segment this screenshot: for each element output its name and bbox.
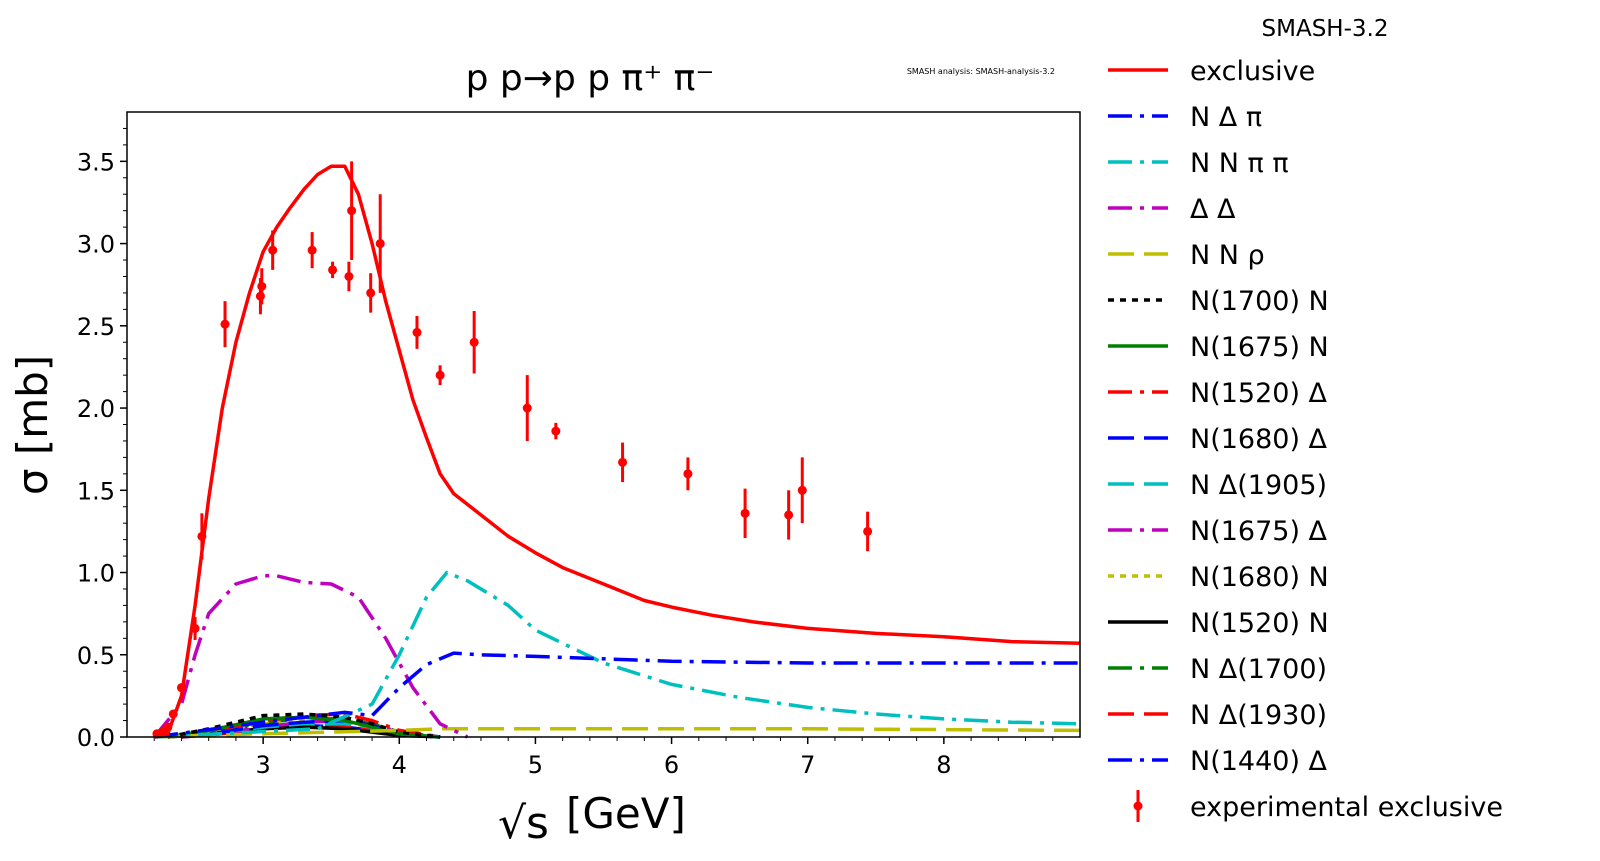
legend-label: N Δ(1930)	[1190, 700, 1327, 731]
legend-label: experimental exclusive	[1190, 792, 1503, 823]
data-point	[797, 485, 807, 495]
data-point	[220, 319, 230, 329]
data-point	[163, 722, 173, 732]
experimental-points	[152, 161, 873, 739]
series-line	[153, 651, 1080, 739]
data-point	[618, 457, 628, 467]
version-label: SMASH-3.2	[1262, 16, 1389, 42]
data-point	[784, 510, 794, 520]
data-point	[435, 370, 445, 380]
y-tick-label: 3.5	[77, 148, 115, 176]
legend-label: N(1520) N	[1190, 608, 1329, 639]
x-tick-label: 6	[664, 751, 679, 779]
data-point	[366, 288, 376, 298]
x-tick-label: 4	[392, 751, 407, 779]
series-line	[181, 718, 441, 739]
chart-title: p p→p p π⁺ π⁻	[466, 58, 715, 99]
y-tick-label: 2.5	[77, 313, 115, 341]
data-point	[307, 245, 317, 255]
x-axis-symbol: √s	[498, 798, 549, 849]
legend-label: N Δ(1905)	[1190, 470, 1327, 501]
legend-label: N N ρ	[1190, 240, 1265, 271]
data-point	[257, 281, 267, 291]
y-axis-label: σ [mb]	[8, 355, 57, 495]
legend-marker	[1133, 801, 1143, 811]
axis-ticks: 3 4 5 6 7 8 0.0 0.5 1.0 1.5 2.0 2.5 3.0 3.5	[77, 127, 1054, 779]
y-tick-label: 1.0	[77, 560, 115, 588]
legend-label: N(1680) Δ	[1190, 424, 1328, 455]
y-tick-label: 1.5	[77, 477, 115, 505]
data-point	[176, 683, 186, 693]
legend-label: N(1680) N	[1190, 562, 1329, 593]
data-point	[190, 623, 200, 633]
legend-label: N(1675) Δ	[1190, 516, 1328, 547]
data-point	[469, 337, 479, 347]
x-tick-label: 7	[800, 751, 815, 779]
data-point	[412, 327, 422, 337]
data-point	[268, 245, 278, 255]
x-axis-unit: [GeV]	[566, 789, 686, 838]
data-point	[375, 239, 385, 249]
data-point	[347, 206, 357, 216]
data-point	[522, 403, 532, 413]
legend-label: N(1700) N	[1190, 286, 1329, 317]
data-point	[344, 271, 354, 281]
data-point	[740, 508, 750, 518]
legend-label: N(1520) Δ	[1190, 378, 1328, 409]
y-tick-label: 2.0	[77, 395, 115, 423]
legend-label: N(1675) N	[1190, 332, 1329, 363]
series-line	[154, 727, 1081, 739]
x-tick-label: 8	[936, 751, 951, 779]
legend-label: exclusive	[1190, 56, 1315, 87]
series-line	[153, 164, 1081, 739]
x-tick-label: 3	[256, 751, 271, 779]
series-line	[154, 570, 1081, 739]
data-point	[551, 426, 561, 436]
legend-label: Δ Δ	[1190, 194, 1236, 225]
plot-series	[152, 164, 1081, 739]
legend-label: N Δ(1700)	[1190, 654, 1327, 685]
data-point	[197, 531, 207, 541]
legend-label: N(1440) Δ	[1190, 746, 1328, 777]
x-axis-label: √s [GeV]	[498, 789, 686, 849]
data-point	[683, 469, 693, 479]
data-point	[863, 526, 873, 536]
y-tick-label: 0.5	[77, 642, 115, 670]
data-point	[168, 709, 178, 719]
y-tick-label: 3.0	[77, 231, 115, 259]
plot-frame	[126, 111, 1081, 738]
legend-label: N Δ π	[1190, 102, 1262, 133]
x-tick-label: 5	[528, 751, 543, 779]
y-tick-label: 0.0	[77, 724, 115, 752]
analysis-label: SMASH analysis: SMASH-analysis-3.2	[907, 67, 1055, 76]
legend: exclusive N Δ π N N π π Δ Δ N N ρ N(1700) N N(…	[1108, 56, 1503, 823]
data-point	[328, 265, 338, 275]
legend-label: N N π π	[1190, 148, 1289, 179]
